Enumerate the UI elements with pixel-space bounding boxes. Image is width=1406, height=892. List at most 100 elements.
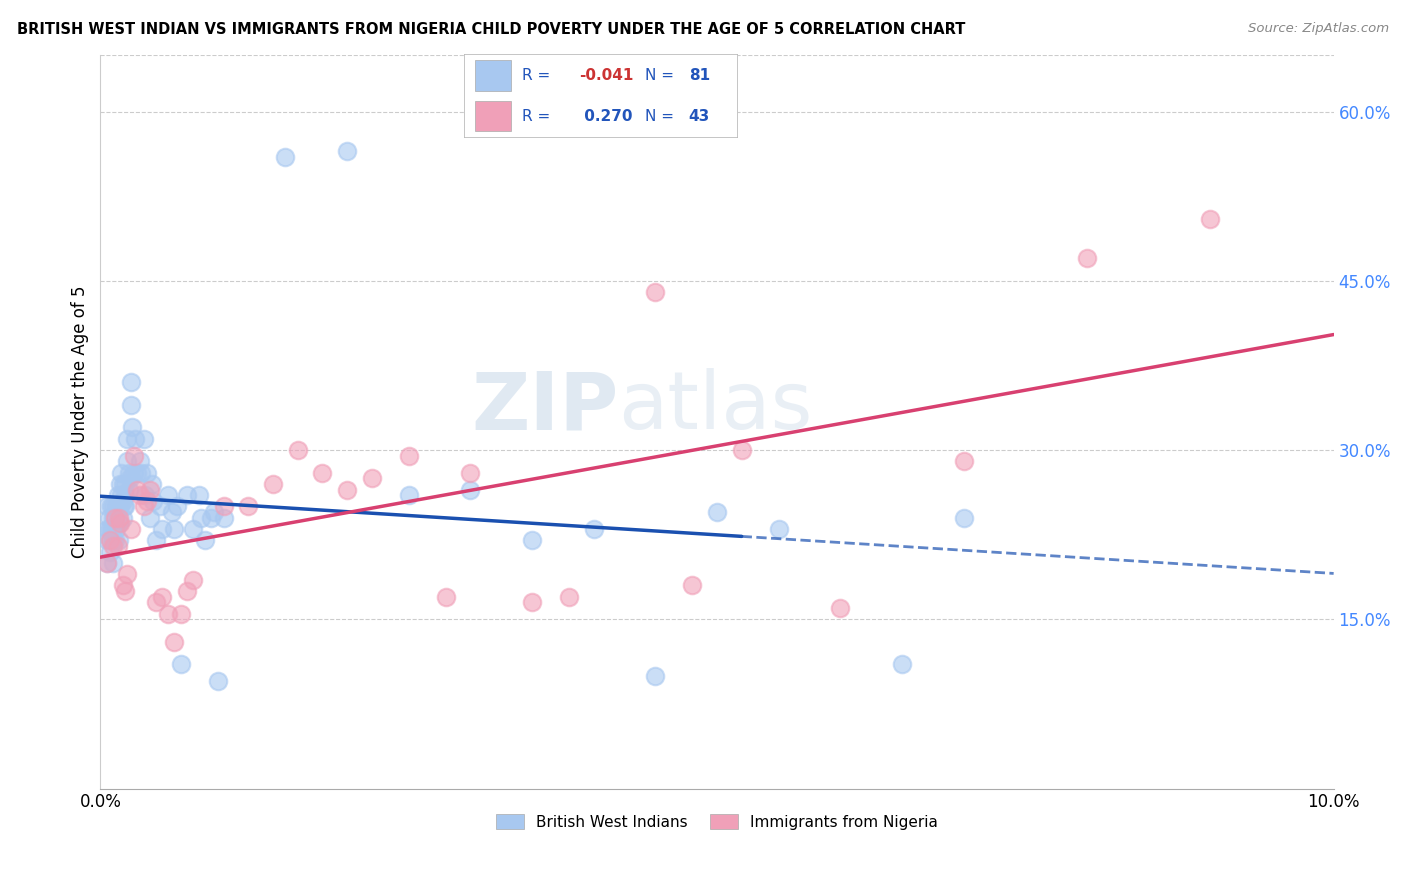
Point [160,505,183,519]
Point [107,539,129,553]
Point [108,516,131,531]
Point [212,510,235,524]
Point [129,466,152,480]
Point [101,539,124,553]
Point [114,500,136,514]
Point [141,476,163,491]
Point [112,500,135,514]
Point [238,500,260,514]
Point [398,488,420,502]
Point [166,500,188,514]
Point [108,516,131,531]
Point [1076,251,1098,265]
Point [202,505,225,519]
Point [148,500,170,514]
Point [104,510,127,524]
Text: 81: 81 [689,68,710,83]
Point [891,657,914,672]
Point [111,476,134,491]
Text: atlas: atlas [619,368,813,446]
Point [107,488,129,502]
Point [101,556,124,570]
Point [830,601,852,615]
Point [150,522,173,536]
Point [706,505,728,519]
Point [157,488,180,502]
Point [108,500,131,514]
Point [163,522,186,536]
Text: -0.041: -0.041 [579,68,634,83]
Point [118,483,141,497]
Point [136,493,159,508]
Point [730,443,752,458]
Point [105,500,128,514]
Point [336,144,359,158]
Point [96,556,118,570]
Point [1199,211,1222,226]
Point [132,500,155,514]
Point [311,466,333,480]
Point [104,533,127,548]
FancyBboxPatch shape [475,61,510,91]
Point [117,432,139,446]
Point [96,522,118,536]
Point [117,454,139,468]
Point [105,522,128,536]
Text: 0.270: 0.270 [579,109,633,124]
Point [128,488,150,502]
Point [120,376,142,390]
Point [120,398,142,412]
Point [132,432,155,446]
Point [100,522,122,536]
Point [98,522,121,536]
Point [558,590,581,604]
Point [101,500,124,514]
Point [98,533,121,548]
Point [110,488,132,502]
Point [460,483,482,497]
Point [582,522,605,536]
Point [101,533,124,548]
Point [96,500,118,514]
Point [100,500,122,514]
Point [398,449,420,463]
Point [181,573,204,587]
Point [145,595,167,609]
Point [128,454,150,468]
Point [157,607,180,621]
Point [101,522,124,536]
Point [98,510,121,524]
Legend: British West Indians, Immigrants from Nigeria: British West Indians, Immigrants from Ni… [489,807,943,836]
Point [98,544,121,558]
Point [360,471,382,485]
Y-axis label: Child Poverty Under the Age of 5: Child Poverty Under the Age of 5 [72,285,89,558]
Point [122,466,145,480]
Text: ZIP: ZIP [471,368,619,446]
Point [520,533,543,548]
Point [460,466,482,480]
Text: N =: N = [645,109,673,124]
Point [768,522,790,536]
Point [194,533,217,548]
Point [118,471,141,485]
Point [96,556,118,570]
FancyBboxPatch shape [464,54,738,138]
Point [122,449,145,463]
Point [127,483,149,497]
Point [108,500,131,514]
Point [169,607,191,621]
Text: R =: R = [522,68,550,83]
Point [163,635,186,649]
Point [681,578,703,592]
Point [101,510,124,524]
FancyBboxPatch shape [475,101,510,131]
Point [96,533,118,548]
Point [110,466,132,480]
Point [111,493,134,508]
Text: R =: R = [522,109,550,124]
Point [108,533,131,548]
Point [104,510,127,524]
Point [336,483,359,497]
Point [145,533,167,548]
Point [138,483,160,497]
